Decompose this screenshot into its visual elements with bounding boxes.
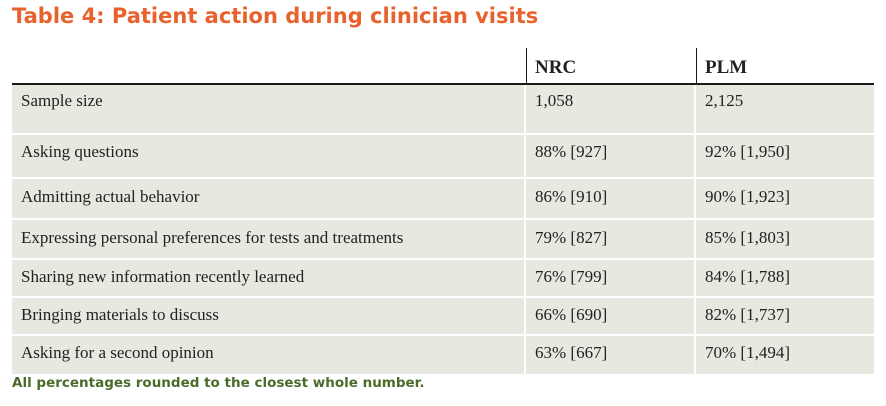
row-label: Asking for a second opinion (12, 336, 526, 374)
nrc-value: 86% [910] (526, 179, 696, 218)
table-row: Admitting actual behavior 86% [910] 90% … (12, 179, 874, 220)
plm-value: 82% [1,737] (705, 305, 790, 324)
table-row: Sample size 1,058 2,125 (12, 85, 874, 135)
row-label: Sharing new information recently learned (12, 260, 526, 296)
row-label: Bringing materials to discuss (12, 298, 526, 334)
row-label: Asking questions (12, 135, 526, 177)
plm-value: 2,125 (705, 91, 744, 110)
table-row: Bringing materials to discuss 66% [690] … (12, 298, 874, 336)
column-header-nrc: NRC (526, 48, 696, 83)
column-header-plm: PLM (696, 48, 874, 83)
table-row: Asking questions 88% [927] 92% [1,950] (12, 135, 874, 179)
plm-value: 70% [1,494] (705, 343, 790, 362)
row-label: Expressing personal preferences for test… (12, 220, 526, 258)
table-row: Expressing personal preferences for test… (12, 220, 874, 260)
patient-action-table: NRC PLM Sample size 1,058 2,125 Asking q… (12, 48, 874, 374)
nrc-value: 76% [799] (526, 260, 696, 296)
plm-value: 84% [1,788] (705, 267, 790, 286)
nrc-value: 63% [667] (526, 336, 696, 374)
plm-value: 85% [1,803] (705, 228, 790, 247)
nrc-value: 88% [927] (526, 135, 696, 177)
nrc-value: 1,058 (526, 85, 696, 133)
footnote: All percentages rounded to the closest w… (12, 375, 425, 391)
plm-value: 92% [1,950] (705, 142, 790, 161)
row-label: Sample size (12, 85, 526, 133)
table-header: NRC PLM (12, 48, 874, 85)
table-row: Asking for a second opinion 63% [667] 70… (12, 336, 874, 374)
nrc-value: 66% [690] (526, 298, 696, 334)
table-row: Sharing new information recently learned… (12, 260, 874, 298)
table-title: Table 4: Patient action during clinician… (12, 4, 539, 28)
plm-value: 90% [1,923] (705, 187, 790, 206)
row-label: Admitting actual behavior (12, 179, 526, 218)
nrc-value: 79% [827] (526, 220, 696, 258)
